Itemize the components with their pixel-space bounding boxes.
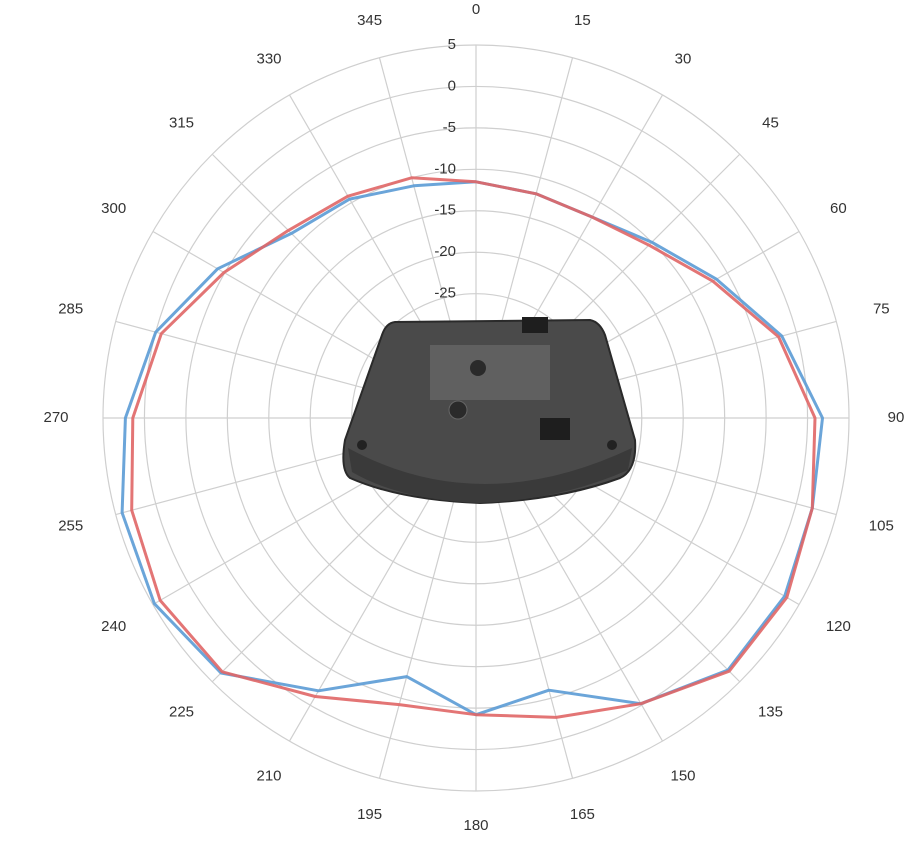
theta-tick-label: 120	[826, 618, 851, 635]
theta-tick-label: 15	[574, 12, 591, 29]
r-tick-label: -5	[443, 119, 456, 136]
theta-tick-label: 150	[670, 768, 695, 785]
theta-tick-label: 45	[762, 114, 779, 131]
r-tick-label: -15	[434, 202, 456, 219]
theta-tick-label: 60	[830, 200, 847, 217]
theta-tick-label: 105	[869, 518, 894, 535]
series-line	[130, 176, 817, 719]
theta-tick-label: 225	[169, 703, 194, 720]
theta-tick-label: 345	[357, 12, 382, 29]
series-layer	[120, 176, 824, 719]
theta-tick-label: 270	[43, 409, 68, 426]
theta-tick-label: 165	[570, 806, 595, 823]
theta-tick-label: 300	[101, 200, 126, 217]
r-tick-label: -20	[434, 243, 456, 260]
theta-tick-label: 330	[256, 50, 281, 67]
theta-tick-label: 315	[169, 114, 194, 131]
device-photo	[342, 317, 637, 505]
r-tick-label: -25	[434, 285, 456, 302]
r-tick-label: 5	[448, 36, 456, 53]
theta-tick-label: 180	[463, 817, 488, 834]
theta-tick-label: 240	[101, 618, 126, 635]
theta-tick-label: 0	[472, 1, 480, 18]
theta-tick-label: 135	[758, 703, 783, 720]
theta-tick-label: 30	[675, 50, 692, 67]
theta-tick-label: 285	[58, 300, 83, 317]
r-tick-label: -10	[434, 160, 456, 177]
theta-tick-label: 90	[888, 409, 905, 426]
theta-tick-label: 210	[256, 768, 281, 785]
theta-tick-label: 75	[873, 300, 890, 317]
polar-grid: 0 15 30 45 60 75 90 105 120 135 150 165 180 195 210 225…	[43, 1, 904, 834]
theta-tick-label: 195	[357, 806, 382, 823]
theta-tick-label: 255	[58, 518, 83, 535]
r-tick-label: 0	[448, 77, 456, 94]
